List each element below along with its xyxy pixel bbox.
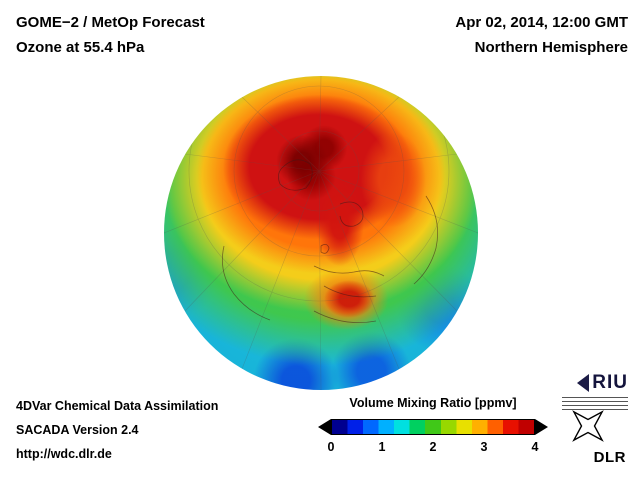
colorbar-ticks: 0 1 2 3 4 [327,435,539,455]
product-title: GOME−2 / MetOp Forecast [16,14,205,31]
hemisphere-label: Northern Hemisphere [474,39,628,56]
riu-logo-text: RIU [592,372,628,393]
colorbar-arrow-left-icon [318,419,331,435]
url-label: http://wdc.dlr.de [16,447,112,461]
colorbar-row [318,419,548,435]
graticule [164,76,478,390]
globe-overlay [164,76,478,390]
colorbar-arrow-right-icon [535,419,548,435]
header-right: Apr 02, 2014, 12:00 GMT Northern Hemisph… [455,10,628,60]
datetime-label: Apr 02, 2014, 12:00 GMT [455,14,628,31]
colorbar-bar [331,419,535,435]
colorbar: 0 1 2 3 4 [318,419,548,455]
pressure-level-label: Ozone at 55.4 hPa [16,39,145,56]
header-left: GOME−2 / MetOp Forecast Ozone at 55.4 hP… [16,10,205,60]
riu-logo-row: RIU [562,372,628,394]
dlr-logo: DLR [564,404,626,466]
colorbar-tick: 1 [378,440,386,454]
assimilation-label: 4DVar Chemical Data Assimilation [16,399,219,413]
version-label: SACADA Version 2.4 [16,423,139,437]
riu-stripes-icon [562,396,628,410]
riu-logo: RIU [562,372,628,410]
colorbar-title: Volume Mixing Ratio [ppmv] [349,396,517,410]
colorbar-tick: 0 [327,440,335,454]
colorbar-tick: 3 [480,440,488,454]
dlr-emblem-icon [572,410,604,442]
footer-credits: 4DVar Chemical Data Assimilation SACADA … [16,394,218,466]
dlr-logo-text: DLR [593,449,626,466]
globe-map [164,76,478,390]
colorbar-tick: 2 [429,440,437,454]
riu-sail-icon [577,374,590,392]
colorbar-tick: 4 [531,440,539,454]
coastlines-overlay [221,159,439,323]
